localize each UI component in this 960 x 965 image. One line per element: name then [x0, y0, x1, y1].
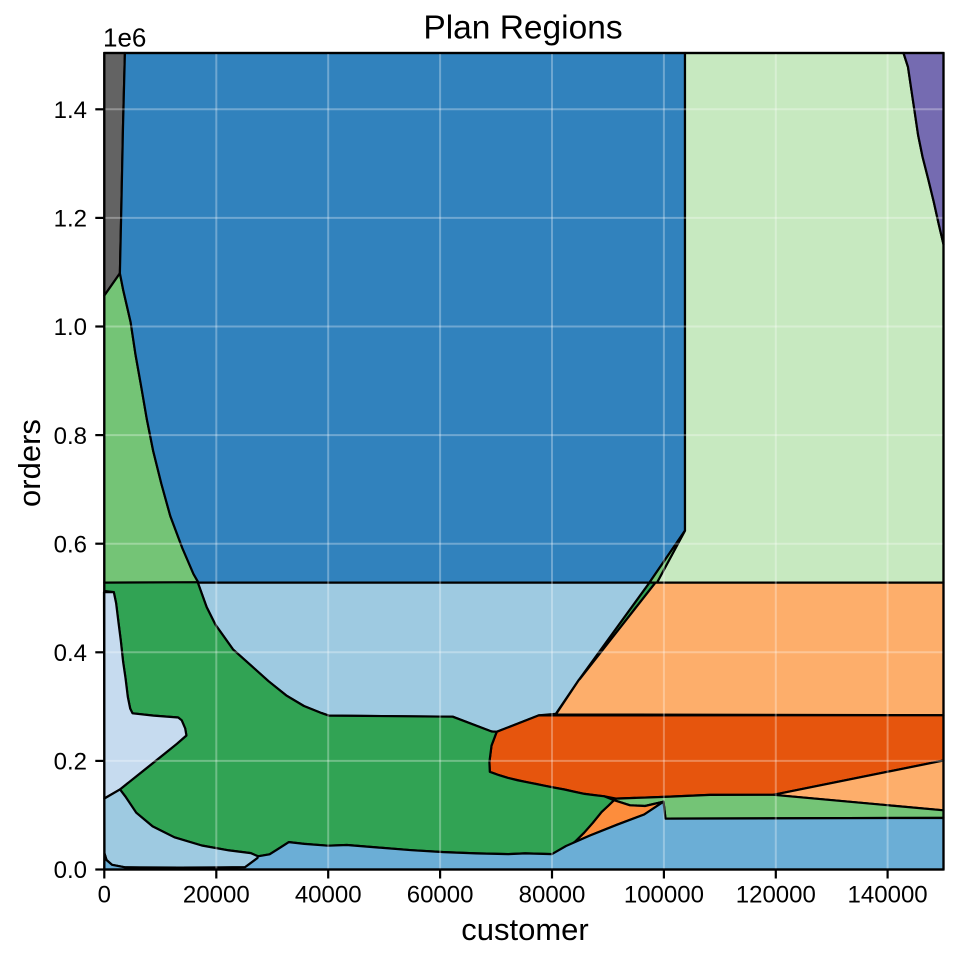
svg-text:1.2: 1.2: [54, 206, 87, 233]
svg-text:orders: orders: [12, 419, 47, 507]
svg-text:0: 0: [98, 881, 111, 908]
svg-text:customer: customer: [461, 912, 588, 947]
svg-text:140000: 140000: [848, 881, 928, 908]
svg-text:100000: 100000: [624, 881, 704, 908]
svg-text:Plan Regions: Plan Regions: [423, 10, 622, 47]
svg-text:0.6: 0.6: [54, 531, 87, 558]
svg-text:80000: 80000: [519, 881, 586, 908]
svg-text:1e6: 1e6: [103, 23, 146, 53]
svg-text:20000: 20000: [183, 881, 250, 908]
svg-text:60000: 60000: [407, 881, 474, 908]
svg-text:40000: 40000: [295, 881, 362, 908]
svg-text:0.0: 0.0: [54, 857, 87, 884]
svg-text:0.2: 0.2: [54, 749, 87, 776]
svg-text:1.0: 1.0: [54, 314, 87, 341]
svg-text:0.8: 0.8: [54, 423, 87, 450]
svg-text:120000: 120000: [736, 881, 816, 908]
svg-text:1.4: 1.4: [54, 97, 87, 124]
svg-text:0.4: 0.4: [54, 640, 87, 667]
